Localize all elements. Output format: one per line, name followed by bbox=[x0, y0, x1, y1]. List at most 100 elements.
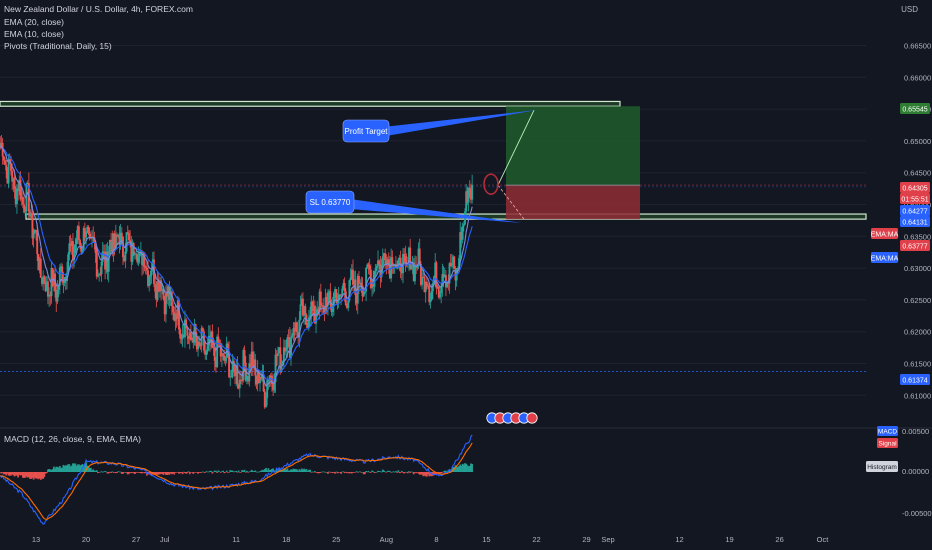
histogram-bar bbox=[103, 471, 105, 473]
histogram-bar bbox=[218, 471, 221, 472]
histogram-bar bbox=[319, 472, 322, 473]
histogram-bar bbox=[31, 472, 34, 478]
histogram-bar bbox=[67, 464, 70, 472]
candle-body bbox=[94, 242, 97, 254]
price-badge[interactable] bbox=[900, 240, 930, 251]
histogram-bar bbox=[52, 466, 55, 472]
candle-body bbox=[30, 213, 33, 217]
candle-body bbox=[39, 258, 42, 278]
candle-body bbox=[349, 277, 352, 281]
histogram-bar bbox=[422, 472, 425, 477]
ema20-line bbox=[0, 146, 473, 382]
histogram-bar bbox=[132, 472, 135, 474]
histogram-bar bbox=[281, 470, 284, 472]
histogram-bar bbox=[213, 470, 216, 472]
candle-body bbox=[163, 299, 166, 315]
price-tick-label: 0.66500 bbox=[904, 42, 931, 51]
candle-body bbox=[36, 232, 39, 254]
stop-loss-box[interactable] bbox=[305, 190, 355, 214]
histogram-bar bbox=[249, 471, 252, 472]
candle-body bbox=[285, 349, 288, 352]
histogram-bar bbox=[361, 471, 364, 473]
long-stop-area[interactable] bbox=[506, 185, 640, 220]
histogram-bar bbox=[11, 472, 14, 475]
price-badge[interactable] bbox=[900, 193, 930, 204]
histogram-bar bbox=[282, 468, 285, 472]
candle-body bbox=[150, 270, 153, 276]
time-tick-label: 8 bbox=[434, 535, 438, 544]
symbol-title[interactable]: New Zealand Dollar / U.S. Dollar, 4h, FO… bbox=[4, 4, 193, 14]
candle-body bbox=[368, 265, 371, 270]
histogram-bar bbox=[324, 471, 327, 473]
candle-body bbox=[15, 188, 18, 205]
price-badge[interactable] bbox=[871, 228, 898, 239]
macd-legend[interactable]: MACD (12, 26, close, 9, EMA, EMA) bbox=[4, 434, 141, 444]
candle-body bbox=[10, 164, 12, 171]
histogram-bar bbox=[460, 465, 463, 472]
time-axis[interactable]: 13 20 27 Jul 11 18 25 Aug 8 15 22 29 Sep 12 19 26 Oct bbox=[32, 535, 829, 544]
price-axis[interactable]: 0.665000.660000.655000.650000.645000.640… bbox=[866, 42, 932, 519]
candle-body bbox=[247, 375, 250, 382]
signal-badge[interactable] bbox=[877, 438, 898, 448]
price-badge[interactable] bbox=[900, 182, 930, 193]
histogram-bar bbox=[243, 469, 246, 472]
candle-body bbox=[207, 335, 210, 346]
candle-body bbox=[67, 254, 70, 273]
candle-body bbox=[2, 156, 5, 161]
candle-body bbox=[23, 204, 26, 213]
candle-body bbox=[129, 240, 132, 242]
event-markers[interactable] bbox=[486, 412, 538, 424]
candle-body bbox=[35, 229, 37, 233]
histogram-bar bbox=[290, 469, 292, 472]
candle-body bbox=[49, 294, 52, 297]
candle-body bbox=[197, 341, 200, 350]
candle-body bbox=[419, 264, 422, 285]
histogram-bar bbox=[246, 470, 248, 472]
histogram-bar bbox=[467, 466, 470, 472]
histogram-bar bbox=[50, 469, 53, 472]
histogram-bar bbox=[305, 468, 308, 472]
supply-zone[interactable] bbox=[0, 100, 621, 107]
candle-body bbox=[187, 335, 190, 339]
histogram-bar bbox=[418, 472, 421, 475]
callouts-layer[interactable]: Profit Target SL 0.63770 bbox=[305, 110, 537, 223]
histogram-bar bbox=[439, 472, 441, 474]
pivots-legend[interactable]: Pivots (Traditional, Daily, 15) bbox=[4, 41, 112, 51]
price-badge[interactable] bbox=[871, 252, 898, 263]
histogram-bar bbox=[63, 465, 66, 472]
histogram-bar bbox=[20, 472, 23, 476]
ema10-legend[interactable]: EMA (10, close) bbox=[4, 29, 64, 39]
long-target-area[interactable] bbox=[506, 106, 640, 186]
histogram-bar bbox=[75, 465, 78, 472]
candle-body bbox=[367, 264, 370, 266]
profit-target-box[interactable] bbox=[342, 119, 390, 143]
candle-body bbox=[434, 262, 437, 277]
candle-body bbox=[216, 336, 219, 367]
histogram-bar bbox=[424, 472, 427, 477]
histogram-badge[interactable] bbox=[866, 461, 898, 472]
long-position-tool[interactable] bbox=[483, 106, 640, 220]
histogram-bar bbox=[313, 471, 316, 472]
ema20-legend[interactable]: EMA (20, close) bbox=[4, 17, 64, 27]
candle-body bbox=[142, 252, 145, 266]
candle-body bbox=[255, 375, 258, 385]
histogram-bar bbox=[29, 472, 31, 479]
candle-body bbox=[257, 370, 260, 384]
candle-body bbox=[385, 260, 388, 265]
time-tick-label: 29 bbox=[582, 535, 590, 544]
candle-body bbox=[4, 160, 6, 165]
price-badge[interactable] bbox=[900, 374, 930, 385]
price-badge[interactable] bbox=[900, 205, 930, 216]
price-badge[interactable] bbox=[900, 103, 930, 114]
histogram-bar bbox=[235, 470, 238, 472]
event-marker-icon[interactable] bbox=[526, 412, 538, 424]
histogram-bar bbox=[60, 468, 62, 472]
macd-badge[interactable] bbox=[877, 426, 898, 436]
candle-body bbox=[273, 382, 276, 391]
histogram-bar bbox=[260, 470, 263, 472]
histogram-bar bbox=[344, 471, 347, 473]
candle-body bbox=[68, 243, 71, 255]
time-tick-label: 20 bbox=[82, 535, 90, 544]
price-badge[interactable] bbox=[900, 216, 930, 227]
